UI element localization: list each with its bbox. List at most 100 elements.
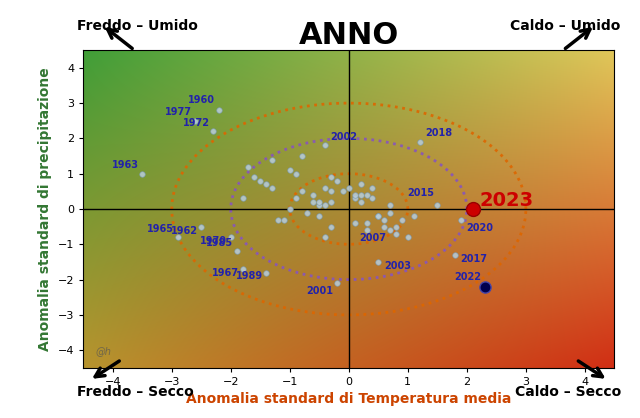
Point (468, 206, 478, 212)
Point (332, 280, 342, 286)
Point (255, 177, 266, 184)
Text: Freddo – Umido: Freddo – Umido (77, 20, 198, 33)
Point (279, 216, 289, 223)
Point (373, 213, 383, 219)
Text: 1962: 1962 (171, 226, 198, 236)
Point (332, 177, 342, 184)
Point (385, 209, 396, 216)
Point (450, 252, 460, 258)
Point (373, 259, 383, 265)
Point (291, 195, 301, 202)
Text: Freddo – Secco: Freddo – Secco (77, 385, 193, 398)
Point (285, 206, 295, 212)
Point (326, 174, 336, 181)
Text: 1985: 1985 (206, 238, 233, 248)
Point (355, 181, 365, 188)
Text: 1970: 1970 (200, 236, 227, 246)
Point (237, 266, 248, 273)
Point (261, 181, 271, 188)
Point (362, 191, 372, 198)
Point (391, 223, 401, 230)
Text: 2002: 2002 (331, 132, 358, 142)
Text: 2022: 2022 (454, 272, 481, 282)
Point (291, 171, 301, 177)
Point (326, 223, 336, 230)
Point (349, 195, 360, 202)
Point (415, 139, 425, 145)
Text: 2018: 2018 (425, 128, 452, 138)
Text: 2001: 2001 (307, 286, 333, 296)
Point (232, 248, 242, 255)
Point (432, 202, 442, 209)
Point (320, 234, 330, 241)
Point (261, 269, 271, 276)
Text: 1967: 1967 (212, 268, 239, 278)
Point (226, 234, 236, 241)
Point (367, 184, 378, 191)
Text: Caldo – Secco: Caldo – Secco (515, 385, 621, 398)
Point (355, 199, 365, 205)
Point (302, 209, 312, 216)
Point (367, 195, 378, 202)
Point (385, 202, 396, 209)
Title: ANNO: ANNO (299, 21, 399, 50)
Text: 2023: 2023 (480, 191, 534, 210)
Text: 2007: 2007 (360, 233, 387, 243)
Point (320, 184, 330, 191)
Point (190, 117, 200, 124)
Text: 2017: 2017 (461, 254, 488, 264)
Point (408, 213, 419, 219)
Point (267, 184, 277, 191)
Point (308, 199, 319, 205)
Point (326, 199, 336, 205)
Point (320, 142, 330, 149)
Text: 1972: 1972 (182, 118, 209, 128)
Point (326, 188, 336, 195)
Point (296, 153, 307, 159)
Point (362, 220, 372, 227)
Point (391, 230, 401, 237)
Point (373, 213, 383, 219)
Point (320, 202, 330, 209)
Text: Caldo – Umido: Caldo – Umido (511, 20, 621, 33)
Point (349, 191, 360, 198)
Point (338, 188, 348, 195)
Text: 1965: 1965 (147, 224, 174, 234)
Point (379, 216, 389, 223)
Point (403, 234, 413, 241)
Point (196, 223, 206, 230)
Point (456, 216, 466, 223)
Point (208, 128, 218, 135)
Text: 1963: 1963 (111, 160, 139, 170)
Point (379, 223, 389, 230)
Text: 2015: 2015 (407, 188, 434, 198)
Text: @h: @h (95, 346, 111, 356)
Point (314, 202, 324, 209)
Point (243, 163, 253, 170)
Text: 1977: 1977 (164, 107, 192, 117)
Point (355, 191, 365, 198)
Point (173, 234, 183, 241)
Point (385, 227, 396, 234)
Point (296, 188, 307, 195)
Text: 1960: 1960 (188, 95, 216, 105)
Point (349, 220, 360, 227)
Text: 2003: 2003 (384, 261, 411, 271)
Point (237, 195, 248, 202)
Point (214, 107, 224, 114)
Point (362, 227, 372, 234)
X-axis label: Anomalia standard di Temperatura media: Anomalia standard di Temperatura media (186, 393, 511, 406)
Point (273, 216, 283, 223)
Point (137, 171, 147, 177)
Point (285, 167, 295, 173)
Text: 2020: 2020 (467, 223, 493, 233)
Point (308, 191, 319, 198)
Point (314, 199, 324, 205)
Y-axis label: Anomalia standard di precipitazione: Anomalia standard di precipitazione (38, 67, 52, 351)
Text: 1989: 1989 (236, 271, 263, 281)
Point (267, 156, 277, 163)
Point (344, 184, 354, 191)
Point (249, 174, 259, 181)
Point (314, 213, 324, 219)
Point (479, 283, 490, 290)
